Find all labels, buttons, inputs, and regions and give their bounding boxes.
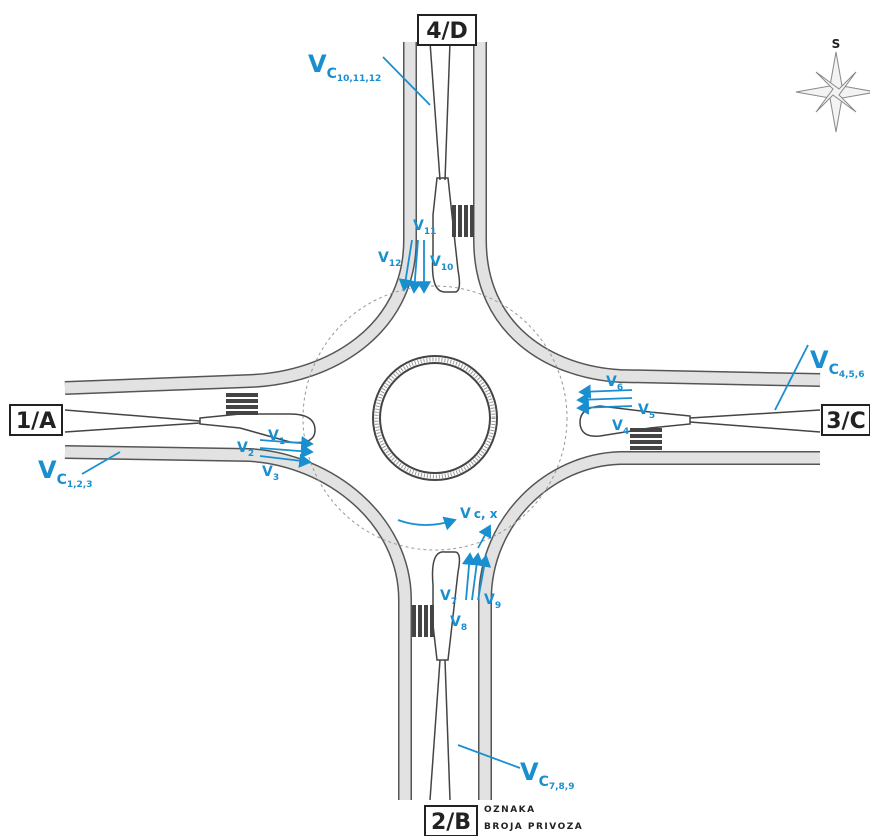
movement-base: V	[638, 402, 649, 418]
movement-sub: 2	[248, 449, 254, 459]
roundabout-diagram: 4/D1/A3/C2/BVC10,11,12VC4,5,6VC1,2,3VC7,…	[0, 0, 870, 836]
approach-label: 2/B	[431, 810, 471, 835]
volume-label: VC7,8,9	[520, 758, 574, 792]
roads	[65, 42, 820, 800]
movement-base: V	[606, 374, 617, 390]
volume-base: V	[520, 758, 539, 786]
volume-base: V	[308, 50, 327, 78]
movement-base: V	[612, 418, 623, 434]
movement-base: V	[440, 588, 451, 604]
movement-sub: 4	[623, 427, 629, 437]
approach-label: 3/C	[826, 409, 866, 434]
approach-label: 1/A	[16, 409, 56, 434]
compass	[796, 52, 870, 132]
circulating-base: V	[460, 506, 471, 522]
movement-base: V	[430, 254, 441, 270]
movement-label: V10	[430, 254, 453, 273]
movement-base: V	[413, 218, 424, 234]
volume-sub: C	[57, 472, 67, 488]
volume-sub: C	[829, 362, 839, 378]
volume-index: 1,2,3	[67, 480, 93, 490]
volume-index: 10,11,12	[337, 74, 381, 84]
volume-index: 4,5,6	[839, 370, 865, 380]
movement-label: V5	[638, 402, 655, 421]
movement-sub: 10	[441, 263, 454, 273]
volume-label: VC10,11,12	[308, 50, 381, 84]
volume-base: V	[810, 346, 829, 374]
movement-sub: 12	[389, 259, 402, 269]
volume-index: 7,8,9	[549, 782, 575, 792]
movement-base: V	[262, 464, 273, 480]
movement-label: V8	[450, 614, 467, 633]
volume-sub: C	[539, 774, 549, 790]
movement-sub: 3	[273, 473, 279, 483]
legend-line: OZNAKA	[484, 805, 536, 815]
movement-base: V	[378, 250, 389, 266]
movement-sub: 9	[495, 601, 501, 611]
legend-line: BROJA PRIVOZA	[484, 822, 583, 832]
movement-sub: 8	[461, 623, 467, 633]
movement-sub: 1	[279, 437, 285, 447]
movement-sub: 11	[424, 227, 437, 237]
approach-label: 4/D	[426, 19, 468, 44]
movement-label: V1	[268, 428, 285, 447]
volume-sub: C	[327, 66, 337, 82]
circulating-sub: c, x	[474, 507, 498, 521]
compass-label: S	[832, 37, 841, 51]
movement-label: V7	[440, 588, 457, 607]
volume-base: V	[38, 456, 57, 484]
movement-label: V12	[378, 250, 401, 269]
movement-label: V3	[262, 464, 279, 483]
movement-sub: 5	[649, 411, 655, 421]
movement-sub: 6	[617, 383, 623, 393]
movement-sub: 7	[451, 597, 457, 607]
movement-base: V	[237, 440, 248, 456]
movement-base: V	[450, 614, 461, 630]
movement-base: V	[484, 592, 495, 608]
movement-base: V	[268, 428, 279, 444]
